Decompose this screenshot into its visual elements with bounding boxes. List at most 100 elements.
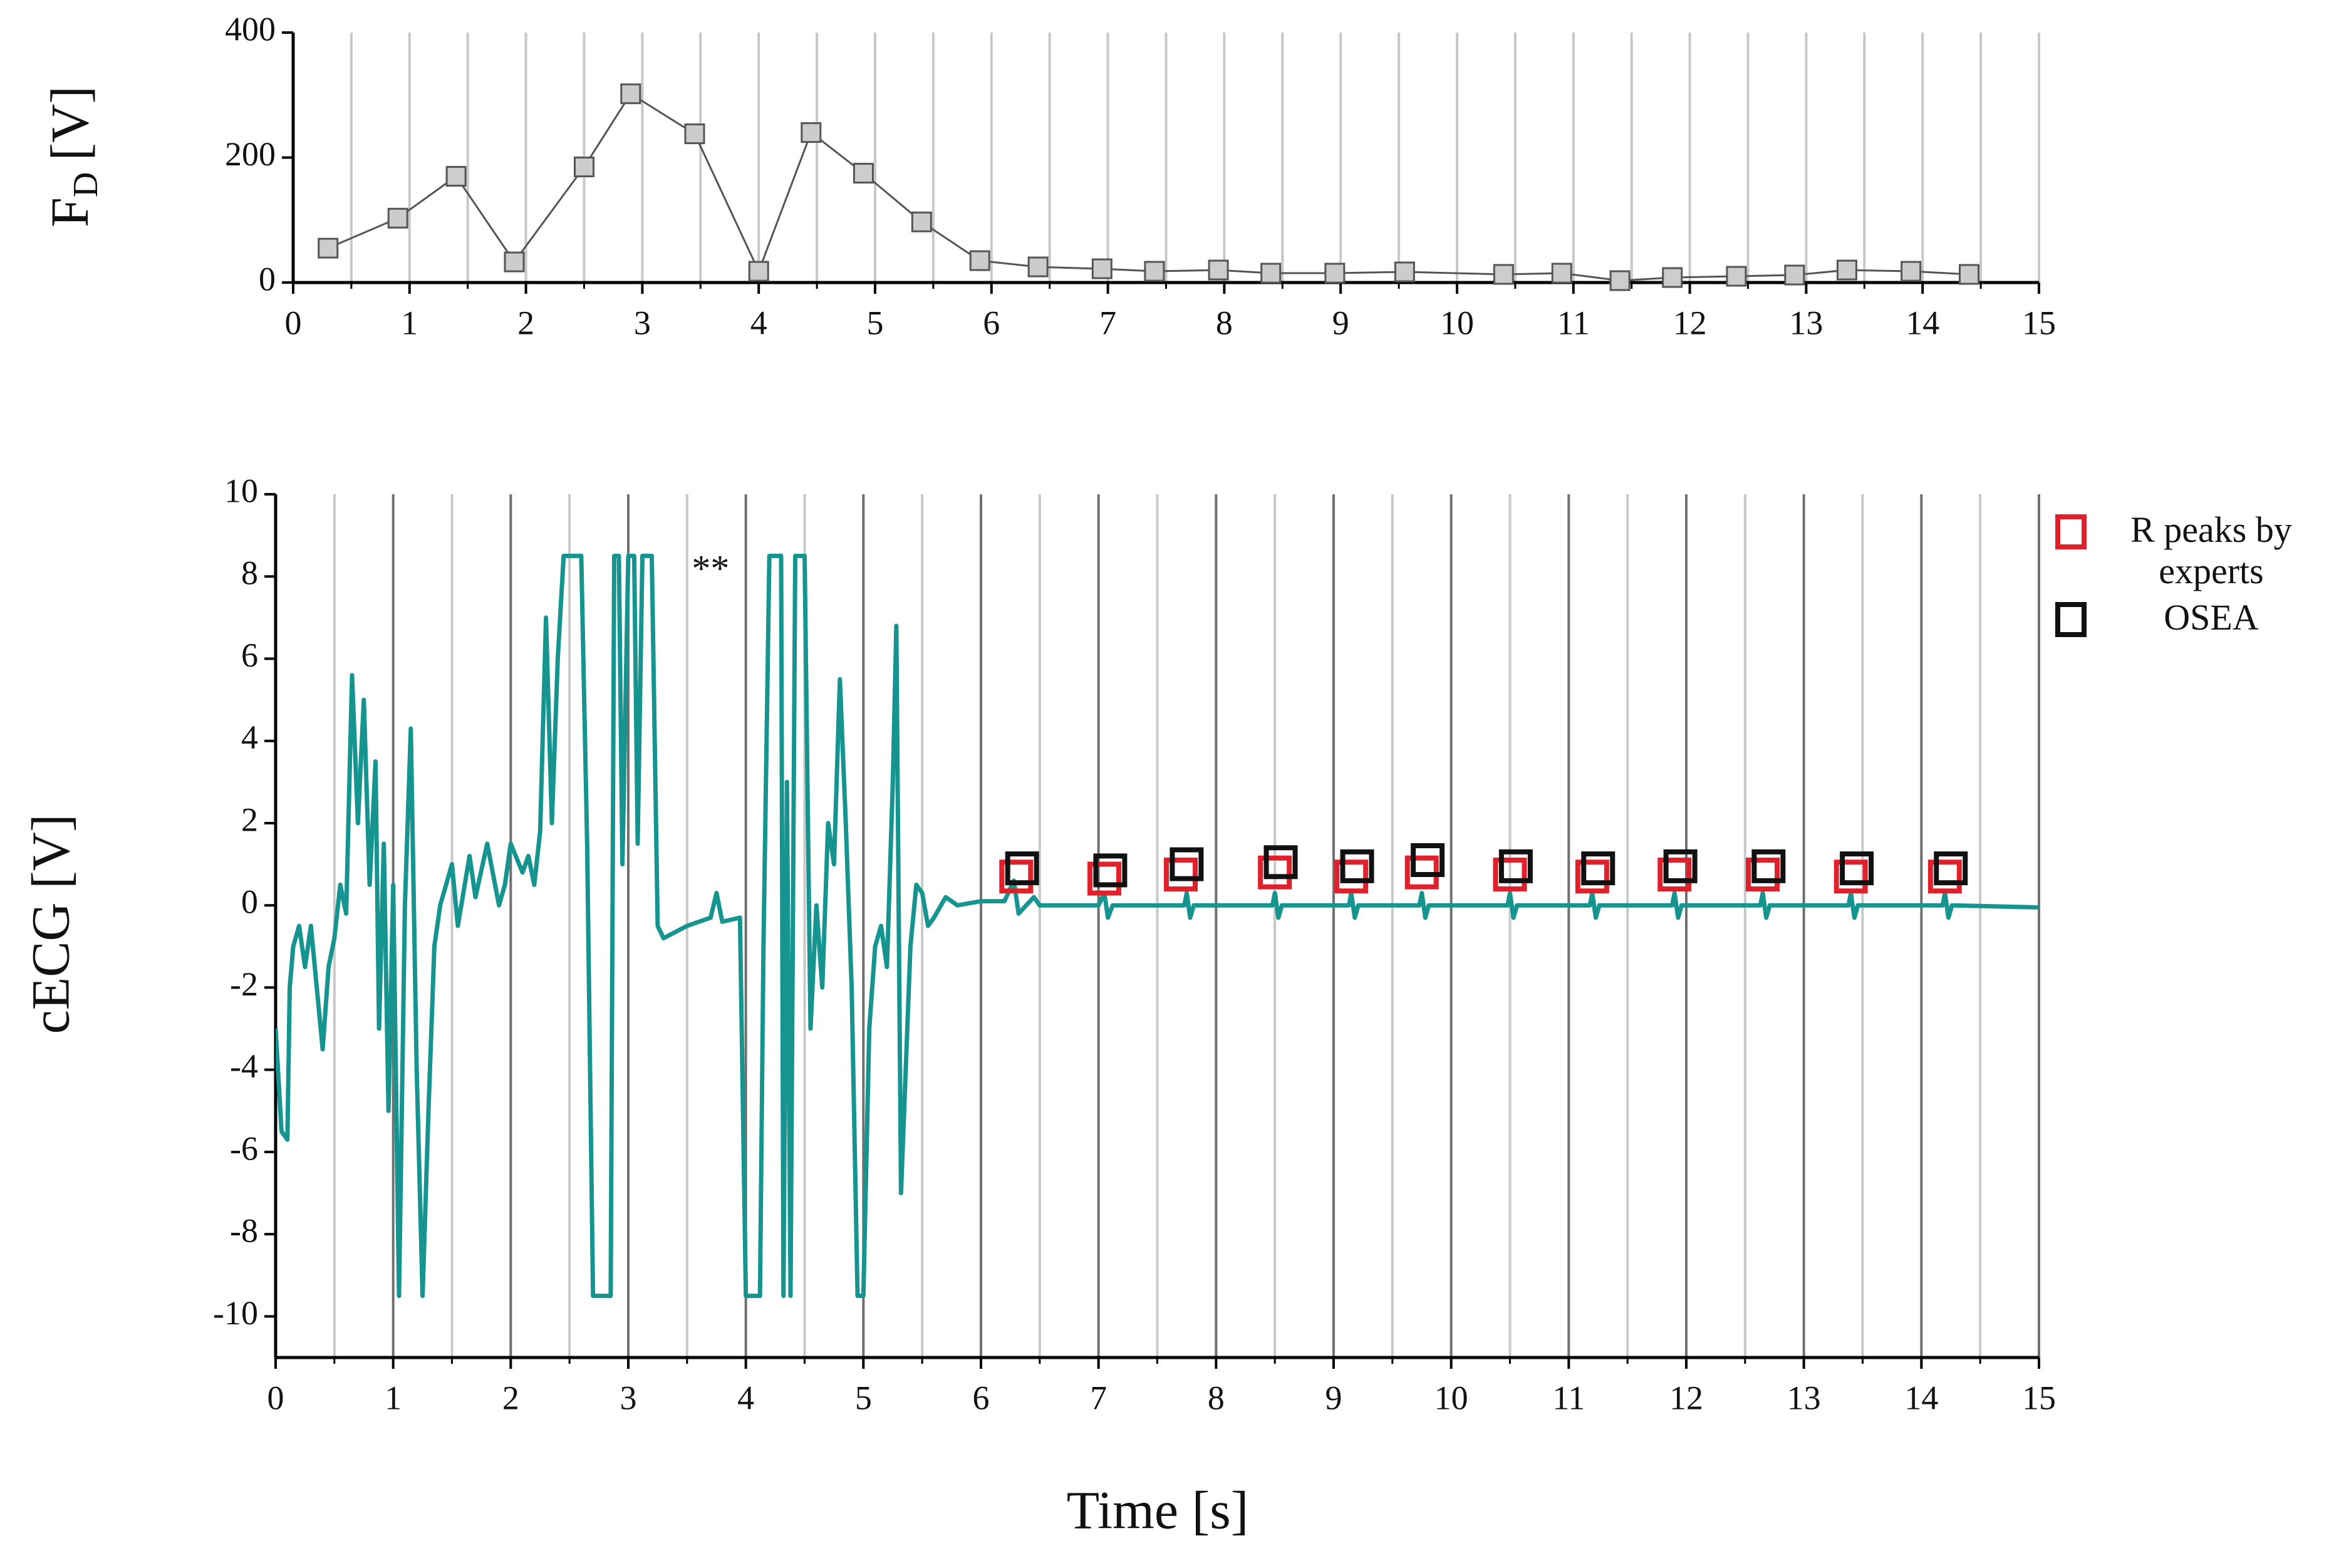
marker [1498,849,1533,883]
marker [1027,256,1049,278]
marker [999,859,1034,894]
x-tick-label: 4 [737,1379,754,1416]
x-tick-label: 11 [1552,1379,1585,1416]
marker [1784,264,1805,286]
marker [1091,258,1113,279]
legend-swatch [2055,514,2087,549]
x-tick-label: 15 [2022,1379,2056,1416]
y-axis-label: cECG [V] [21,814,81,1034]
x-tick-label: 11 [1557,304,1590,341]
marker [1581,851,1616,886]
marker [1493,264,1514,285]
x-tick-label: 9 [1325,1379,1342,1416]
x-tick-label: 13 [1789,304,1823,341]
marker [1745,857,1780,891]
x-tick-label: 12 [1673,304,1707,341]
marker [748,261,769,282]
marker [318,237,339,259]
series-line [276,553,2040,1299]
legend-entry: OSEA [2164,597,2259,638]
marker [1836,259,1857,281]
y-tick-label: 10 [224,472,258,509]
marker [1657,857,1692,891]
y-label-subscript: D [66,172,105,197]
plot: 0 1 2 3 4 5 6 7 8 9 10 11 12 13 14 15-10-8-6-4-20246810… [213,472,2292,1416]
marker [1170,847,1204,881]
x-tick-label: 1 [401,304,418,341]
y-tick-label: -6 [230,1129,258,1167]
marker [1093,853,1128,888]
marker [1164,857,1198,891]
marker [1609,270,1631,291]
marker [1087,861,1122,896]
y-tick-label: 400 [225,10,276,48]
x-tick-label: 3 [634,304,651,341]
marker [1334,859,1369,894]
y-tick-label: 8 [241,554,258,592]
marker [801,122,822,143]
marker [1005,851,1039,886]
marker [1662,267,1683,288]
marker [969,250,990,271]
marker [1258,855,1292,890]
x-tick-label: 9 [1332,304,1349,341]
marker [1411,843,1445,878]
x-tick-label: 6 [983,304,1000,341]
marker [1394,261,1415,283]
marker [1927,859,1962,894]
y-tick-label: -8 [230,1212,258,1250]
y-label-base: F [39,197,100,227]
marker [504,251,525,273]
legend-entry: R peaks by experts [2130,509,2292,591]
marker [1551,262,1572,284]
marker [574,156,594,177]
marker [1324,262,1346,284]
marker [1959,264,1980,285]
y-tick-label: -2 [230,965,258,1003]
marker [1726,266,1747,287]
x-tick-label: 1 [385,1379,402,1416]
marker [1663,849,1698,883]
series-line [328,93,1969,282]
marker [1833,859,1868,894]
marker [1340,849,1374,883]
y-axis-label: FD [V] [39,86,105,227]
x-tick-label: 14 [1904,1379,1938,1416]
annotation: ** [692,548,729,589]
x-tick-label: 2 [502,1379,519,1416]
marker [1263,845,1298,880]
x-axis-label: Time [s] [1067,1480,1249,1540]
marker [620,83,641,105]
x-tick-label: 13 [1787,1379,1821,1416]
marker [387,207,408,229]
marker [445,165,467,187]
legend-label: OSEA [2164,597,2259,638]
x-tick-label: 15 [2022,304,2056,341]
x-tick-label: 5 [855,1379,872,1416]
x-tick-label: 0 [285,304,302,341]
x-tick-label: 0 [267,1379,284,1416]
x-tick-label: 10 [1434,1379,1468,1416]
marker [1934,851,1968,886]
marker [1260,262,1282,284]
x-tick-label: 4 [750,304,767,341]
y-tick-label: -10 [213,1294,258,1332]
legend-label: R peaks by experts [2130,509,2292,591]
marker [1751,849,1786,883]
marker [684,123,705,145]
x-tick-label: 7 [1090,1379,1107,1416]
marker [911,211,932,232]
x-tick-label: 8 [1208,1379,1225,1416]
marker [1144,261,1165,282]
y-tick-label: 4 [241,719,258,756]
x-tick-label: 5 [867,304,884,341]
y-label-unit: [V] [39,86,100,160]
x-tick-label: 7 [1099,304,1116,341]
x-tick-label: 8 [1216,304,1233,341]
x-tick-label: 10 [1440,304,1474,341]
marker [1840,851,1874,886]
marker [1208,259,1229,281]
x-tick-label: 2 [517,304,534,341]
